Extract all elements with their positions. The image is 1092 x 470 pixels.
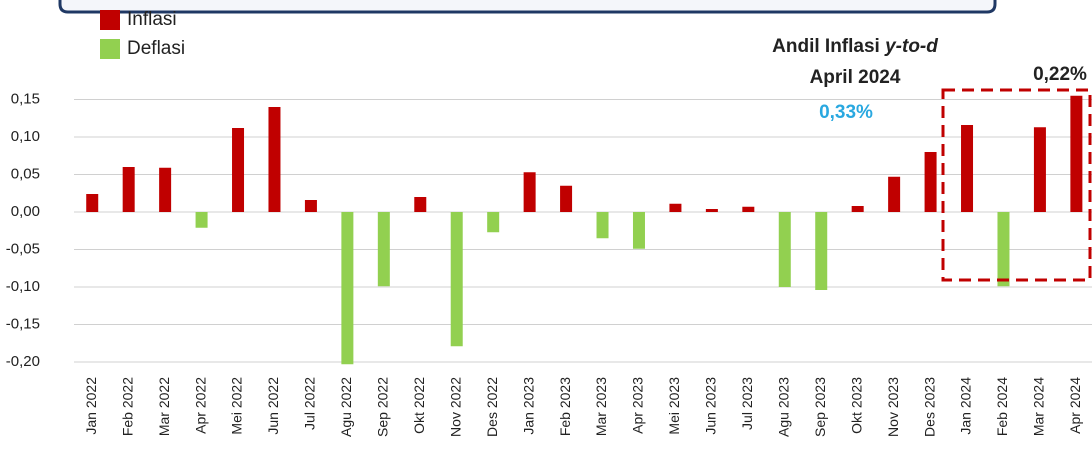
bar [669, 203, 682, 212]
bar [86, 194, 99, 212]
legend-label: Deflasi [127, 38, 185, 59]
x-tick-label: Des 2022 [484, 377, 500, 437]
annotation-ytd: 0,33% [819, 102, 873, 123]
bar [523, 172, 536, 212]
annotation-title-italic: y-to-d [884, 36, 938, 57]
x-tick-label: Sep 2022 [375, 377, 391, 437]
x-tick-label: Jan 2022 [83, 377, 99, 435]
x-tick-label: Agu 2022 [338, 377, 354, 437]
bar [778, 212, 791, 287]
x-tick-label: Mar 2022 [156, 377, 172, 436]
highlight-box [941, 88, 1092, 282]
bar [414, 197, 427, 212]
y-tick-label: -0,05 [6, 240, 40, 257]
x-tick-label: Jul 2023 [739, 377, 755, 430]
x-tick-label: Okt 2023 [848, 377, 864, 434]
annotation-title: Andil Inflasi y-to-d [772, 36, 938, 57]
x-tick-label: Mei 2022 [229, 377, 245, 435]
bar [705, 209, 718, 212]
bar [742, 206, 755, 212]
bar [924, 152, 937, 212]
x-tick-label: Mar 2024 [1031, 377, 1047, 436]
x-tick-label: Jul 2022 [302, 377, 318, 430]
bar [851, 206, 864, 212]
y-tick-label: -0,20 [6, 353, 40, 370]
x-tick-label: Sep 2023 [812, 377, 828, 437]
y-tick-label: 0,05 [11, 165, 40, 182]
bar [268, 107, 281, 212]
x-tick-label: Feb 2022 [119, 377, 135, 436]
x-tick-label: Apr 2023 [630, 377, 646, 434]
x-tick-label: Jan 2023 [520, 377, 536, 435]
y-tick-label: -0,10 [6, 278, 40, 295]
bar [232, 128, 245, 212]
bar [304, 200, 317, 212]
y-tick-label: 0,00 [11, 203, 40, 220]
bar [596, 212, 609, 239]
x-tick-label: Nov 2022 [447, 377, 463, 437]
x-tick-label: Apr 2022 [192, 377, 208, 434]
bar [487, 212, 500, 233]
bar [961, 125, 974, 212]
x-tick-label: Jun 2023 [703, 377, 719, 435]
bar [195, 212, 208, 228]
annotation-box-value: 0,22% [1033, 64, 1087, 85]
bar [159, 167, 172, 212]
bar [997, 212, 1010, 287]
x-tick-label: Apr 2024 [1067, 377, 1083, 434]
bar [122, 167, 135, 212]
x-tick-label: Okt 2022 [411, 377, 427, 434]
x-tick-label: Nov 2023 [885, 377, 901, 437]
legend-label: Inflasi [127, 9, 177, 30]
x-tick-label: Agu 2023 [775, 377, 791, 437]
bar [560, 185, 573, 212]
annotation-period: April 2024 [810, 67, 901, 88]
y-tick-label: 0,10 [11, 128, 40, 145]
legend-swatch [100, 10, 120, 30]
x-tick-label: Feb 2023 [557, 377, 573, 436]
bar [815, 212, 828, 290]
bar [1033, 127, 1046, 212]
x-tick-label: Jun 2022 [265, 377, 281, 435]
annotation-title-prefix: Andil Inflasi [772, 36, 885, 57]
x-tick-label: Mei 2023 [666, 377, 682, 435]
bar [377, 212, 390, 287]
x-tick-label: Mar 2023 [593, 377, 609, 436]
header-frame [58, 0, 997, 14]
bar [341, 212, 354, 365]
bar [632, 212, 645, 249]
bar [1070, 95, 1083, 212]
bar [450, 212, 463, 347]
y-tick-label: -0,15 [6, 315, 40, 332]
y-tick-label: 0,15 [11, 90, 40, 107]
x-tick-label: Jan 2024 [958, 377, 974, 435]
x-tick-label: Feb 2024 [994, 377, 1010, 436]
x-tick-label: Des 2023 [921, 377, 937, 437]
legend-swatch [100, 39, 120, 59]
bar [888, 176, 901, 212]
